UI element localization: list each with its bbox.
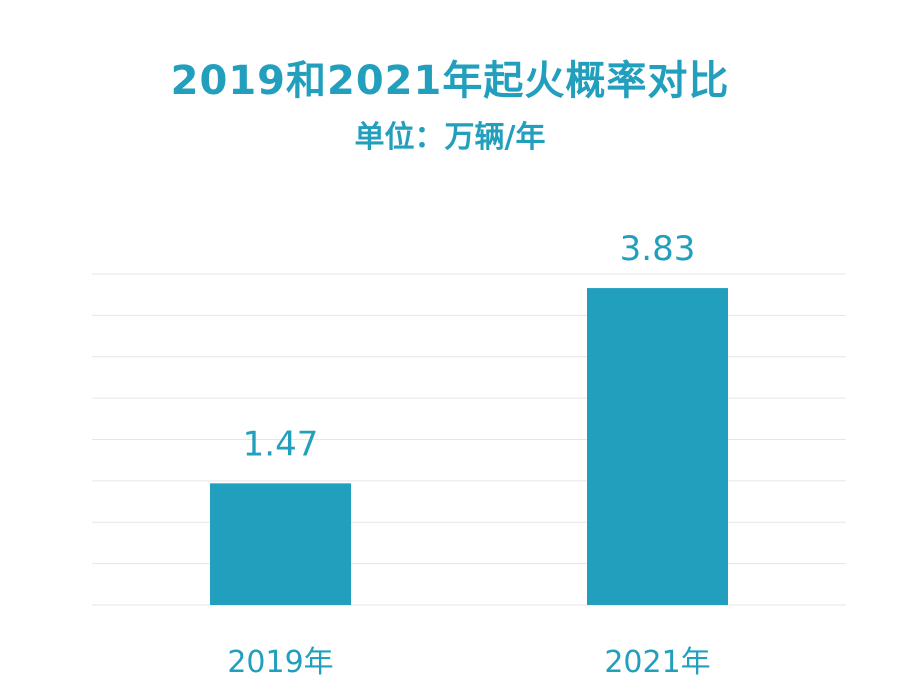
bar xyxy=(210,483,351,605)
chart-title: 2019和2021年起火概率对比 xyxy=(170,58,730,104)
x-tick-label: 2021年 xyxy=(604,645,710,680)
data-label: 1.47 xyxy=(243,424,319,464)
x-tick-label: 2019年 xyxy=(227,645,333,680)
chart-subtitle: 单位：万辆/年 xyxy=(354,120,546,155)
data-label: 3.83 xyxy=(620,229,696,269)
bar-layer xyxy=(210,288,728,605)
grid-layer xyxy=(92,273,846,606)
bar xyxy=(587,288,728,605)
label-layer: 1.47 2019年 3.83 2021年 xyxy=(227,229,710,680)
